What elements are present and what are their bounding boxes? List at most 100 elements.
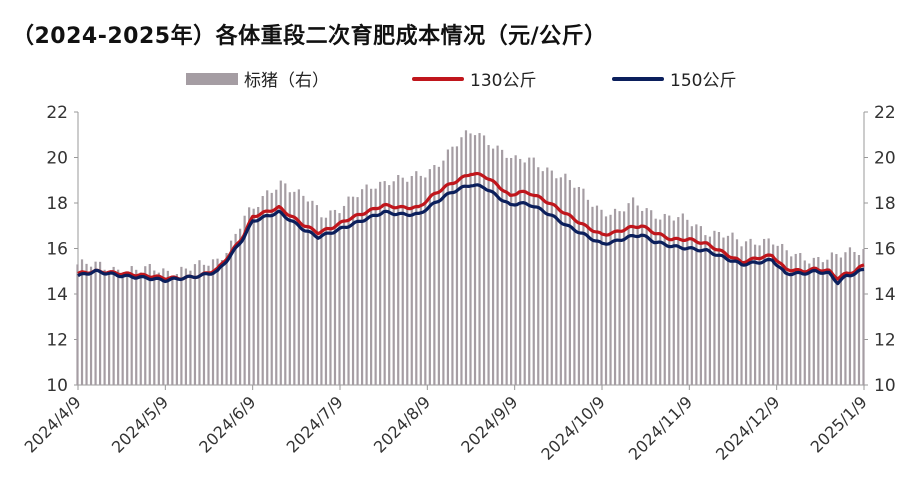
y-tick-label-right: 16 (874, 240, 896, 260)
bar-standard-pig (622, 211, 626, 385)
bar-standard-pig (126, 271, 129, 385)
bar-standard-pig (749, 238, 752, 385)
bar-standard-pig (668, 215, 671, 385)
bar-standard-pig (677, 217, 680, 385)
bar-standard-pig (428, 169, 431, 385)
bar-standard-pig (229, 240, 233, 385)
bar-standard-pig (424, 177, 427, 385)
y-tick-label-left: 10 (46, 376, 68, 396)
x-tick-label: 2024/11/9 (625, 392, 696, 463)
bar-standard-pig (252, 208, 255, 385)
bar-standard-pig (501, 149, 504, 385)
bar-standard-pig (722, 237, 725, 385)
bar-standard-pig (257, 206, 260, 385)
bar-standard-pig (735, 239, 739, 385)
bar-standard-pig (844, 252, 847, 385)
bar-standard-pig (189, 270, 192, 385)
bar-standard-pig (663, 213, 666, 385)
x-tick-label: 2025/1/9 (807, 392, 871, 456)
bar-standard-pig (537, 167, 540, 385)
bar-standard-pig (654, 218, 657, 385)
bar-standard-pig (763, 238, 766, 385)
bar-standard-pig (374, 188, 377, 385)
bar-standard-pig (826, 259, 829, 385)
bar-standard-pig (469, 133, 472, 385)
bar-standard-pig (139, 272, 142, 385)
bar-standard-pig (356, 197, 359, 385)
bar-standard-pig (717, 231, 721, 385)
bar-standard-pig (302, 195, 305, 385)
bar-standard-pig (528, 157, 531, 385)
bar-standard-pig (555, 178, 558, 385)
bar-standard-pig (785, 250, 788, 385)
y-tick-label-right: 18 (874, 194, 896, 214)
bar-standard-pig (130, 266, 133, 385)
x-tick-label: 2024/10/9 (537, 392, 608, 463)
bar-standard-pig (108, 271, 111, 385)
bar-standard-pig (550, 170, 553, 385)
bar-standard-pig (564, 173, 567, 385)
y-tick-label-left: 20 (46, 149, 68, 169)
bar-standard-pig (171, 277, 174, 385)
legend-item-line2: 150公斤 (612, 66, 736, 91)
bar-standard-pig (442, 160, 445, 385)
bar-standard-pig (370, 188, 373, 385)
bar-standard-pig (632, 197, 635, 385)
bar-standard-pig (162, 268, 165, 385)
bar-standard-pig (704, 235, 707, 385)
bar-standard-pig (89, 266, 93, 385)
bar-standard-pig (85, 263, 88, 385)
bar-standard-pig (821, 262, 824, 385)
x-tick-label: 2024/4/9 (21, 392, 85, 456)
bar-standard-pig (175, 274, 178, 385)
bar-standard-pig (379, 181, 382, 385)
bar-standard-pig (117, 269, 120, 385)
bar-standard-pig (94, 261, 97, 385)
y-tick-label-left: 22 (46, 103, 68, 123)
bar-standard-pig (600, 209, 603, 385)
bar-standard-pig (388, 185, 391, 385)
bar-standard-pig (740, 246, 743, 385)
bar-standard-pig (76, 264, 79, 385)
bar-standard-pig (636, 205, 639, 385)
bar-standard-pig (184, 268, 188, 385)
bar-standard-pig (573, 187, 576, 385)
y-tick-label-right: 20 (874, 149, 896, 169)
bar-standard-pig (166, 270, 169, 385)
bar-standard-pig (473, 135, 477, 385)
bar-standard-pig (248, 207, 251, 385)
bar-standard-pig (799, 253, 802, 385)
bar-standard-pig (297, 189, 300, 385)
legend: 标猪（右） 130公斤 150公斤 (0, 66, 920, 91)
bar-standard-pig (848, 247, 852, 385)
bar-standard-pig (744, 241, 748, 385)
y-tick-label-right: 10 (874, 376, 896, 396)
bar-standard-pig (397, 175, 400, 385)
bar-standard-pig (333, 209, 337, 385)
x-tick-label: 2024/6/9 (195, 392, 259, 456)
bar-standard-pig (243, 215, 246, 385)
bar-standard-pig (207, 265, 210, 385)
bar-standard-pig (491, 148, 495, 385)
bar-standard-pig (812, 257, 815, 385)
bar-standard-pig (767, 238, 770, 385)
bar-standard-pig (279, 180, 282, 385)
bar-standard-pig (270, 192, 273, 385)
bar-standard-pig (433, 165, 436, 385)
bar-standard-pig (478, 133, 481, 385)
legend-item-line1: 130公斤 (412, 66, 536, 91)
bar-standard-pig (401, 177, 404, 385)
bar-standard-pig (794, 253, 797, 385)
bar-standard-pig (731, 232, 734, 385)
bar-standard-pig (220, 260, 224, 385)
x-tick-label: 2024/9/9 (457, 392, 521, 456)
bar-standard-pig (383, 181, 386, 385)
bar-standard-pig (482, 135, 486, 385)
x-tick-label: 2024/7/9 (283, 392, 347, 456)
bar-standard-pig (121, 275, 124, 385)
bar-standard-pig (103, 269, 106, 385)
bar-standard-pig (803, 260, 806, 385)
bar-standard-pig (216, 258, 219, 385)
bar-standard-pig (672, 220, 675, 385)
